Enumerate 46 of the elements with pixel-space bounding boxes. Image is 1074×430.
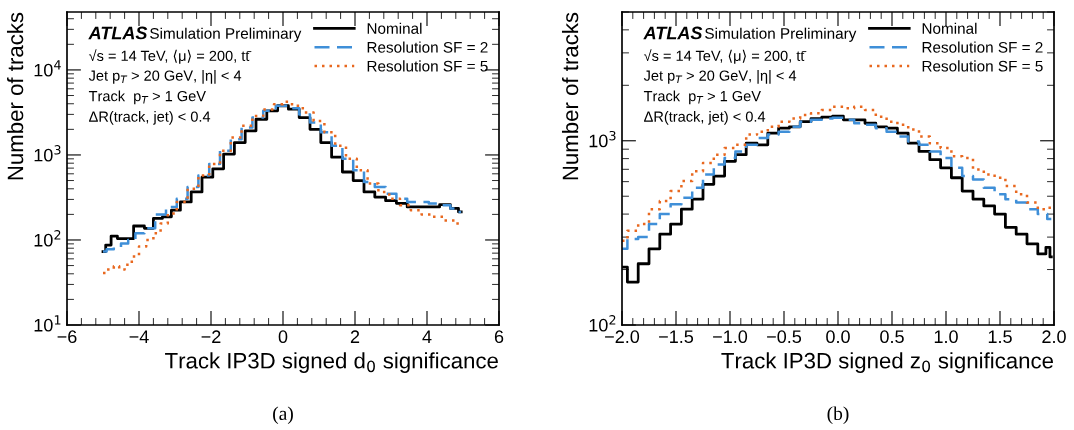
x-axis-title: Track IP3D signed z$_{0}$ significance [721, 352, 1053, 373]
y-tick-label: 10$^{3}$ [589, 130, 616, 148]
legend-label: Nominal [922, 22, 977, 34]
text: (a) [273, 406, 293, 425]
x-tick-label: 1.5 [988, 330, 1012, 344]
x-tick-label: 2.0 [1042, 330, 1066, 344]
x-axis-title: Track IP3D signed d$_{0}$ significance [165, 352, 498, 373]
x-tick-label: −1.0 [713, 330, 748, 344]
y-tick-label: 10$^{3}$ [34, 145, 61, 162]
y-tick-label: 10$^{2}$ [589, 315, 616, 332]
annotation: Simulation Preliminary [705, 27, 857, 42]
legend-label: Resolution SF = 5 [922, 60, 1043, 72]
y-tick-label: 10$^{2}$ [34, 230, 61, 247]
annotation: √s = 14 TeV, ⟨μ⟩ = 200, tt̄ [88, 49, 252, 64]
y-tick-label: 10$^{1}$ [34, 315, 61, 332]
x-tick-label: −1.5 [659, 330, 694, 344]
annotation: √s = 14 TeV, ⟨μ⟩ = 200, tt̄ [643, 49, 807, 64]
y-axis-title: Number of tracks [6, 12, 24, 180]
y-axis-title: Number of tracks [561, 12, 579, 180]
legend-label: Nominal [367, 22, 422, 34]
x-tick-label: −4 [129, 330, 149, 343]
x-tick-label: −2.0 [605, 330, 640, 344]
annotation: Jet p$_{T}$ > 20 GeV, |η| < 4 [88, 70, 242, 84]
legend-label: Resolution SF = 2 [922, 41, 1043, 53]
annotation: Track p$_{T}$ > 1 GeV [88, 90, 206, 105]
x-tick-label: 0 [278, 330, 288, 344]
annotation: ΔR(track, jet) < 0.4 [89, 111, 211, 125]
x-tick-label: −0.5 [767, 330, 802, 344]
x-tick-label: 2 [350, 330, 360, 343]
x-tick-label: −2 [201, 330, 221, 343]
x-tick-label: 0.0 [826, 330, 850, 344]
annotation: Simulation Preliminary [150, 27, 302, 42]
annotation: Jet p$_{T}$ > 20 GeV, |η| < 4 [643, 70, 797, 84]
annotation: ΔR(track, jet) < 0.4 [644, 111, 766, 125]
x-tick-label: 1.0 [934, 330, 958, 344]
x-tick-label: 4 [422, 330, 432, 343]
annotation: ATLAS [88, 26, 148, 40]
annotation: ATLAS [643, 26, 703, 40]
x-tick-label: −6 [57, 330, 77, 344]
x-tick-label: 6 [494, 330, 504, 344]
legend-label: Resolution SF = 5 [367, 60, 488, 72]
annotation: Track p$_{T}$ > 1 GeV [643, 90, 761, 105]
legend-label: Resolution SF = 2 [367, 41, 488, 53]
y-tick-label: 10$^{4}$ [34, 60, 61, 77]
text: (b) [827, 406, 849, 425]
x-tick-label: 0.5 [880, 330, 904, 344]
